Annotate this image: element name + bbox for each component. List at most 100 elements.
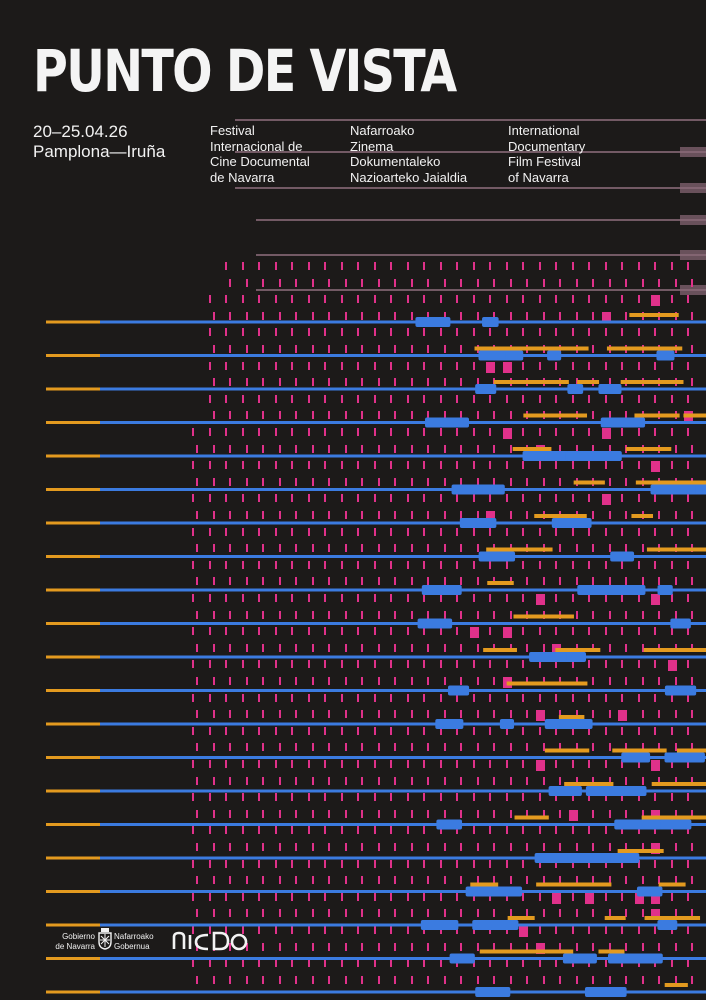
pink-tick-mark	[258, 793, 260, 801]
pink-tick-mark	[225, 959, 227, 967]
pink-tick-mark	[225, 395, 227, 403]
pink-tick-mark	[308, 893, 310, 901]
pink-tick-mark	[427, 611, 429, 619]
blue-track-block	[478, 551, 516, 562]
pink-tick-mark	[460, 976, 462, 984]
pink-tick-mark	[229, 577, 231, 585]
pink-tick-mark	[559, 710, 561, 718]
pink-tick-mark	[295, 611, 297, 619]
orange-track-start	[46, 622, 102, 625]
pink-tick-mark	[225, 893, 227, 901]
pink-tick-mark	[572, 395, 574, 403]
pink-tick-mark	[477, 279, 479, 287]
pink-tick-mark	[192, 959, 194, 967]
orange-track-block	[641, 815, 668, 820]
pink-tick-mark	[444, 810, 446, 818]
pink-tick-mark	[361, 411, 363, 419]
pink-tick-mark	[407, 528, 409, 536]
pink-tick-mark	[324, 760, 326, 768]
pink-tick-mark	[609, 445, 611, 453]
pink-tick-mark	[572, 826, 574, 834]
pink-tick-mark	[328, 577, 330, 585]
pink-tick-mark	[374, 660, 376, 668]
pink-tick-mark	[242, 262, 244, 270]
pink-tick-mark	[192, 760, 194, 768]
pink-tick-mark	[572, 561, 574, 569]
pink-tick-mark	[654, 262, 656, 270]
pink-tick-mark	[378, 577, 380, 585]
pink-tick-mark	[522, 328, 524, 336]
pink-tick-mark	[357, 793, 359, 801]
pink-tick-mark	[592, 876, 594, 884]
pink-tick-mark	[345, 810, 347, 818]
pink-tick-mark	[440, 561, 442, 569]
pink-tick-mark	[242, 926, 244, 934]
pink-tick-mark	[592, 710, 594, 718]
pink-tick-mark	[328, 677, 330, 685]
pink-tick-mark	[444, 577, 446, 585]
pink-tick-mark	[229, 544, 231, 552]
pink-tick-mark	[308, 295, 310, 303]
pink-tick-mark	[477, 445, 479, 453]
pink-tick-mark	[345, 743, 347, 751]
mauve-track-block	[680, 183, 706, 193]
pink-tick-mark	[642, 943, 644, 951]
pink-tick-mark	[275, 295, 277, 303]
pink-tick-mark	[691, 843, 693, 851]
pink-tick-mark	[275, 860, 277, 868]
pink-tick-mark	[225, 826, 227, 834]
nafarroako-gobernua-logo: Nafarroako Gobernua	[114, 932, 154, 951]
pink-tick-mark	[291, 262, 293, 270]
pink-tick-mark	[341, 428, 343, 436]
orange-track-start	[46, 387, 102, 391]
pink-tick-mark	[638, 760, 640, 768]
pink-tick-mark	[675, 876, 677, 884]
pink-tick-mark	[295, 345, 297, 353]
orange-track-block	[512, 447, 552, 451]
pink-tick-mark	[361, 378, 363, 386]
pink-tick-mark	[341, 328, 343, 336]
pink-tick-mark	[390, 860, 392, 868]
blue-track-block	[548, 786, 582, 796]
pink-tick-mark	[407, 594, 409, 602]
pink-tick-mark	[473, 328, 475, 336]
pink-tick-mark	[361, 677, 363, 685]
pink-tick-mark	[539, 926, 541, 934]
pink-tick-mark	[374, 494, 376, 502]
pink-tick-mark	[262, 312, 264, 320]
pink-tick-mark	[440, 428, 442, 436]
pink-tick-mark	[345, 279, 347, 287]
pink-tick-mark	[506, 295, 508, 303]
pink-tick-mark	[572, 328, 574, 336]
pink-tick-mark	[361, 611, 363, 619]
pink-tick-mark	[209, 295, 211, 303]
pink-tick-mark	[605, 893, 607, 901]
pink-tick-mark	[658, 611, 660, 619]
blue-track-block	[482, 317, 499, 327]
pink-tick-mark	[407, 395, 409, 403]
pink-tick-mark	[275, 362, 277, 370]
pink-tick-mark	[394, 943, 396, 951]
pink-tick-mark	[312, 478, 314, 486]
pink-tick-mark	[390, 295, 392, 303]
pink-tick-mark	[374, 959, 376, 967]
pink-tick-mark	[225, 262, 227, 270]
pink-tick-mark	[378, 611, 380, 619]
pink-tick-mark	[506, 262, 508, 270]
pink-tick-mark	[543, 743, 545, 751]
pink-tick-mark	[196, 511, 198, 519]
pink-tick-mark	[493, 843, 495, 851]
pink-tick-mark	[460, 810, 462, 818]
pink-tick-mark	[295, 710, 297, 718]
orange-track-block	[676, 748, 706, 753]
pink-tick-mark	[312, 611, 314, 619]
pink-tick-mark	[196, 743, 198, 751]
pink-tick-mark	[295, 279, 297, 287]
pink-tick-mark	[345, 876, 347, 884]
pink-tick-mark	[576, 677, 578, 685]
pink-tick-mark	[275, 561, 277, 569]
pink-tick-mark	[605, 926, 607, 934]
pink-square	[651, 594, 660, 605]
pink-tick-mark	[526, 478, 528, 486]
pink-tick-mark	[460, 544, 462, 552]
